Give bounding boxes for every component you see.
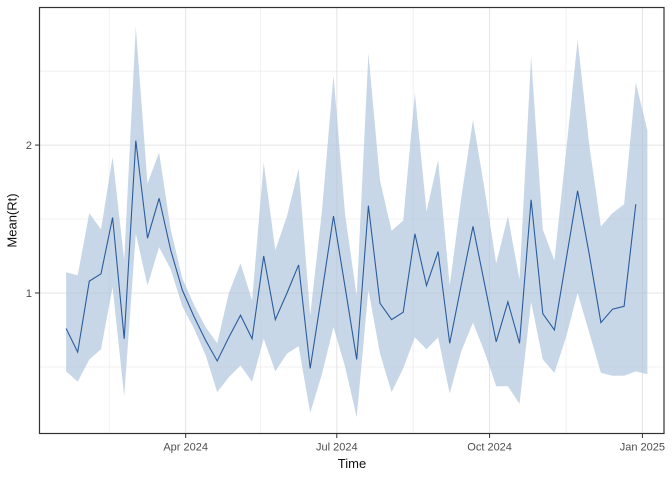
x-tick-label: Oct 2024 xyxy=(467,442,512,454)
y-axis-title: Mean(Rt) xyxy=(4,193,20,248)
mean-line xyxy=(65,140,637,369)
x-axis-title: Time xyxy=(337,456,367,471)
panel-border xyxy=(38,6,665,435)
y-tick-label: 1 xyxy=(26,288,32,300)
x-tick-label: Jul 2024 xyxy=(316,442,358,454)
x-tick-label: Jan 2025 xyxy=(620,442,665,454)
y-tick-label: 2 xyxy=(26,140,32,152)
x-tick-label: Apr 2024 xyxy=(163,442,208,454)
confidence-ribbon xyxy=(66,26,648,418)
